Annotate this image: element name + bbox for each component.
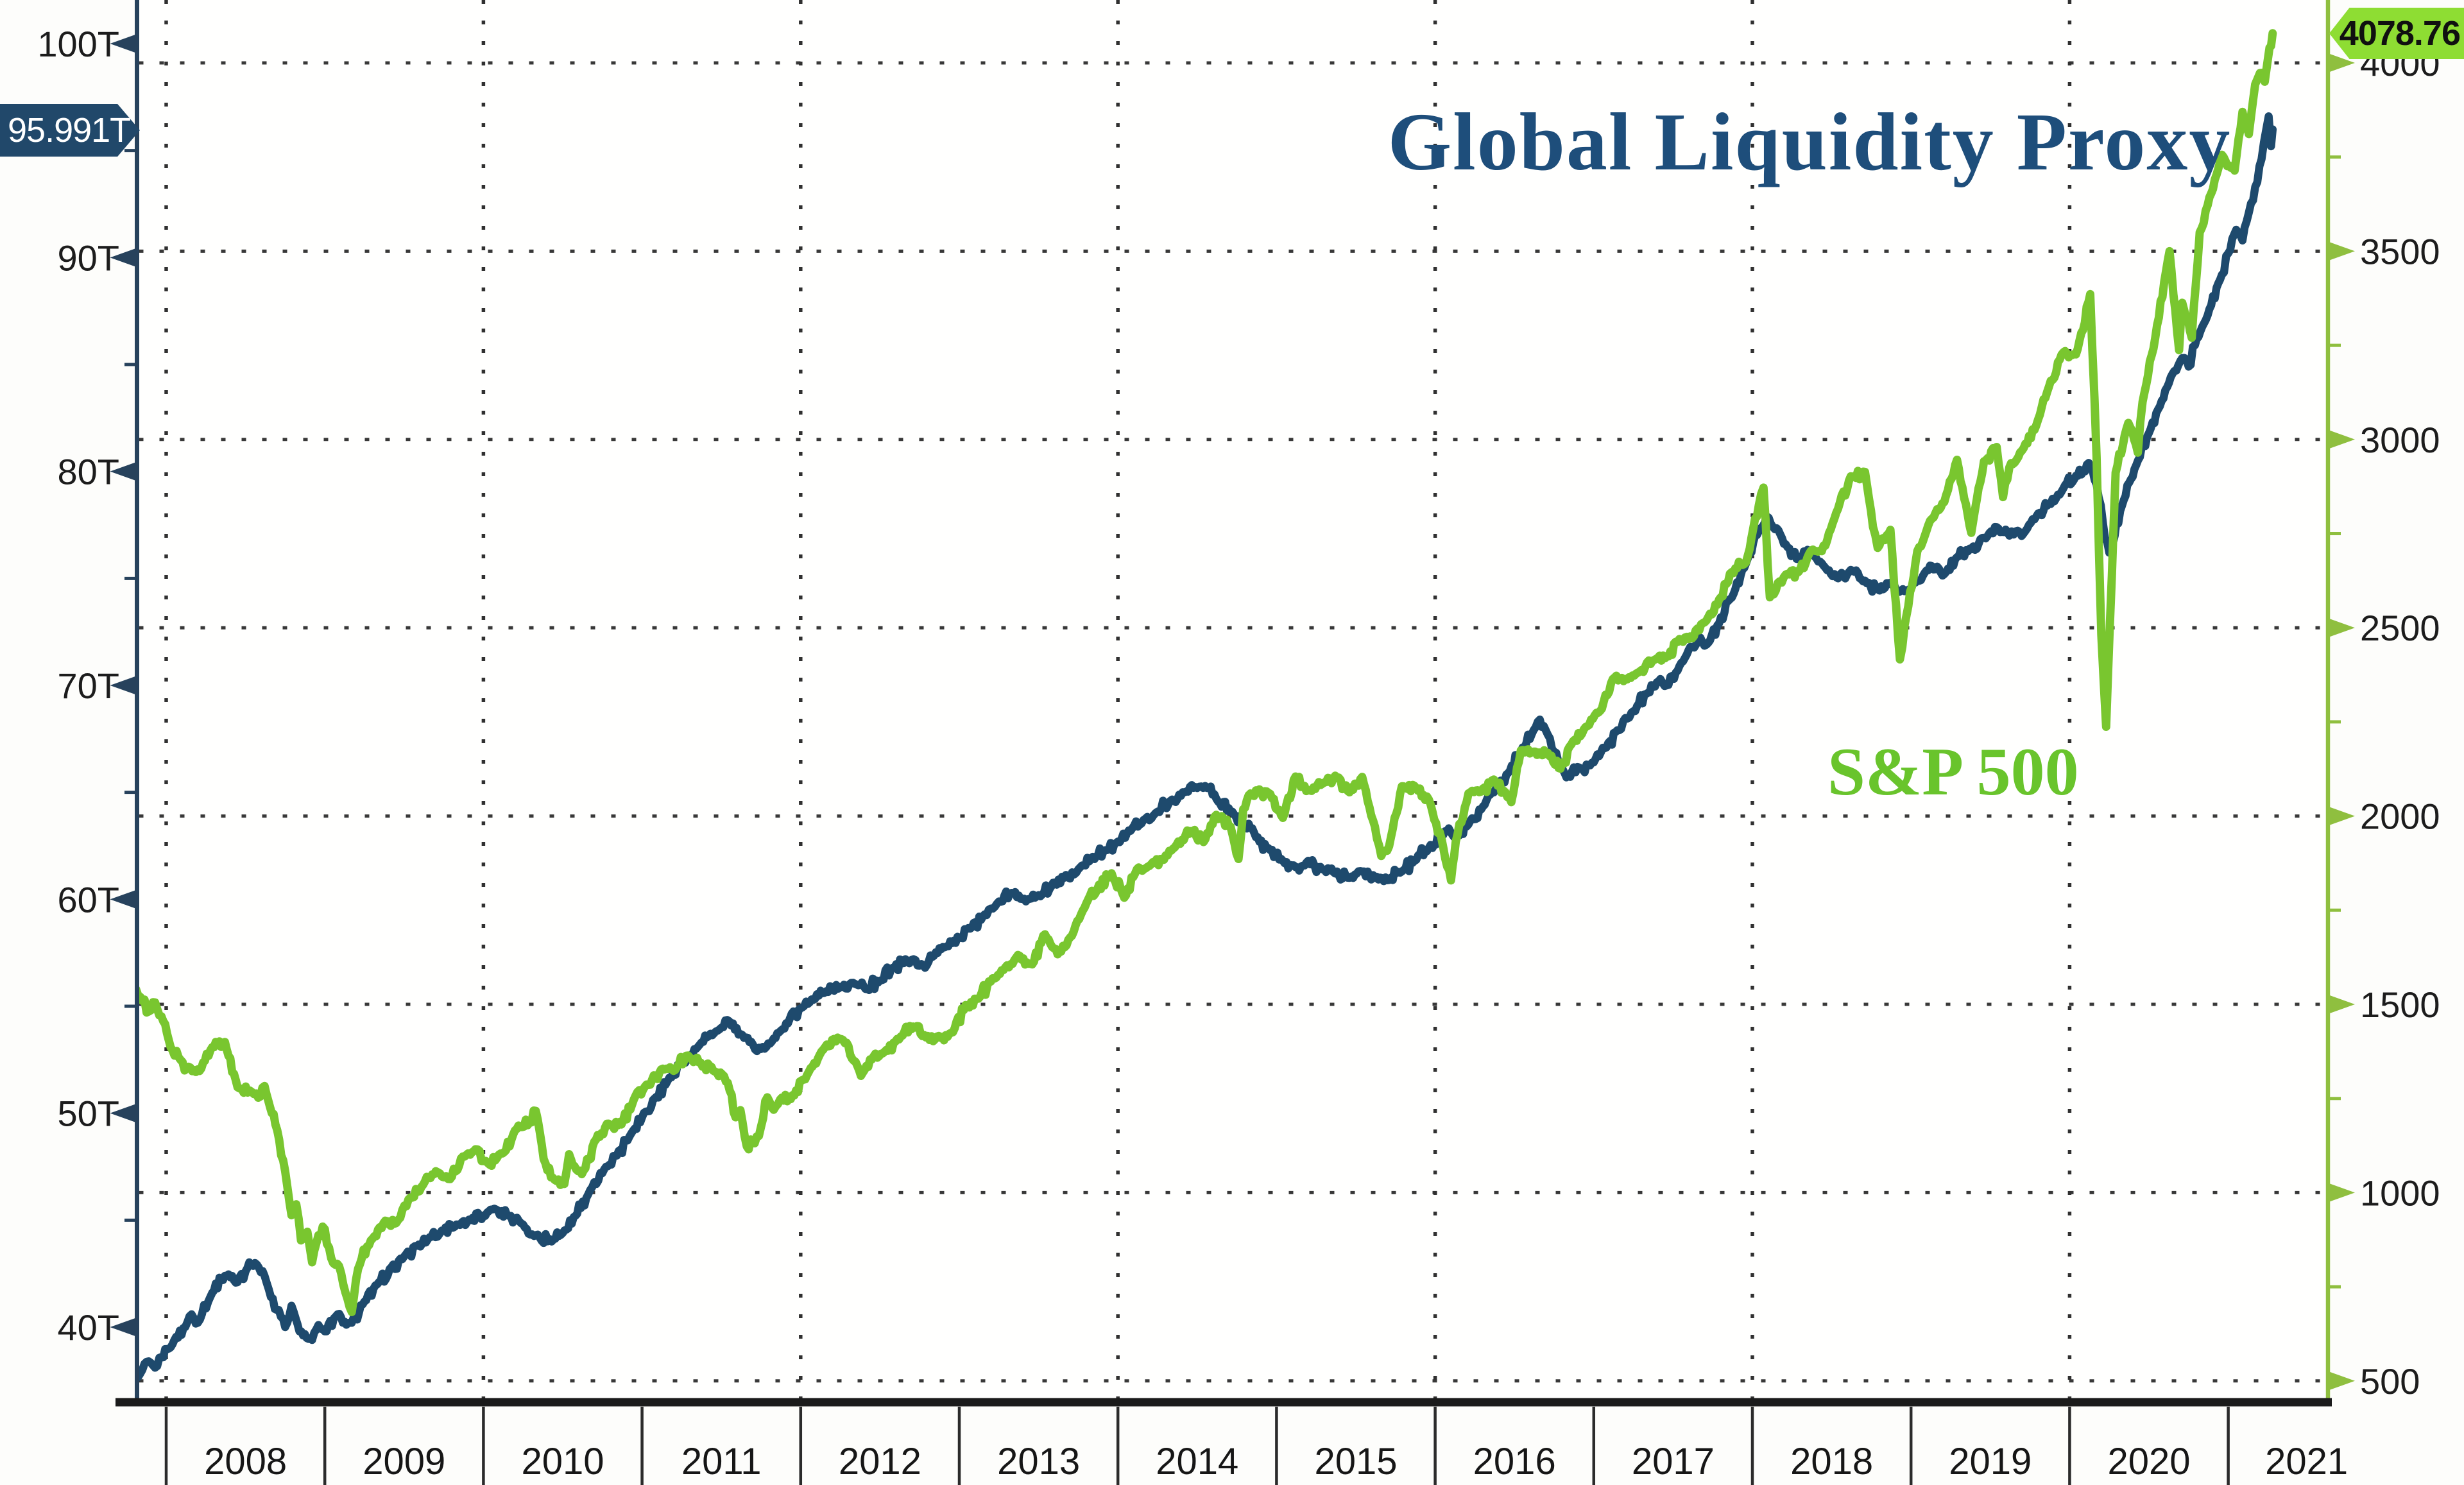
right-axis-arrow-tick [2328,618,2355,638]
left-axis-tick-label: 90T [58,237,120,278]
left-axis-arrow-tick [110,34,137,53]
right-axis-tick-label: 3500 [2360,231,2440,271]
year-label: 2011 [681,1441,762,1482]
year-label: 2010 [521,1441,604,1482]
left-axis-tick-label: 80T [58,452,120,492]
left-axis-arrow-tick [110,1103,137,1123]
plot-background [137,0,2328,1402]
series-lines [137,29,2277,1382]
right-axis-arrow-tick [2328,241,2355,261]
vertical-gridlines [164,0,2072,1400]
right-axis-tick-label: 1000 [2360,1172,2440,1213]
liquidity-last-value-badge: 95.991T [0,104,140,157]
right-axis-arrow-tick [2328,806,2355,826]
left-axis-tick-label: 60T [58,879,120,920]
right-axis-tick-label: 2000 [2360,796,2440,837]
left-axis-arrow-tick [110,675,137,695]
chart-title: Global Liquidity Proxy [1387,96,2232,187]
year-label: 2015 [1314,1441,1397,1482]
x-axis-year-band: 2008 2009 2010 2011 2012 2013 2014 2015 2016 2017… [164,1407,2348,1485]
year-label: 2020 [2107,1441,2190,1482]
year-label: 2008 [204,1441,287,1482]
right-axis-arrow-tick [2328,1183,2355,1203]
left-axis-ticks: 100T 90T 80T 70T 60T 50T 40T [37,24,137,1348]
sp500-series-line [137,29,2277,1316]
year-label: 2016 [1473,1441,1556,1482]
year-label: 2013 [997,1441,1080,1482]
year-label: 2019 [1949,1441,2032,1482]
right-axis-arrow-tick [2328,995,2355,1014]
left-axis-tick-label: 50T [58,1094,120,1134]
year-label: 2018 [1790,1441,1873,1482]
left-axis-tick-label: 70T [58,665,120,706]
year-label: 2017 [1632,1441,1715,1482]
right-axis-arrow-tick [2328,53,2355,73]
liquidity-last-value: 95.991T [8,111,131,150]
right-axis-arrow-tick [2328,429,2355,449]
left-axis-tick-label: 40T [58,1307,120,1348]
right-axis-tick-label: 2500 [2360,608,2440,648]
sp500-series-label: S&P 500 [1827,734,2079,809]
left-axis-arrow-tick [110,1317,137,1337]
left-axis-tick-label: 100T [37,24,119,64]
left-axis-arrow-tick [110,889,137,909]
right-axis-arrow-tick [2328,1371,2355,1391]
sp500-last-value-badge: 4078.76 [2329,8,2464,59]
right-axis-tick-label: 1500 [2360,984,2440,1025]
right-axis-tick-label: 3000 [2360,420,2440,460]
sp500-last-value: 4078.76 [2339,14,2461,53]
year-label: 2009 [363,1441,445,1482]
year-label: 2014 [1156,1441,1238,1482]
right-axis-tick-label: 500 [2360,1361,2420,1402]
left-axis-arrow-tick [110,248,137,268]
year-label: 2021 [2265,1441,2348,1482]
left-axis-arrow-tick [110,461,137,481]
year-label: 2012 [839,1441,921,1482]
